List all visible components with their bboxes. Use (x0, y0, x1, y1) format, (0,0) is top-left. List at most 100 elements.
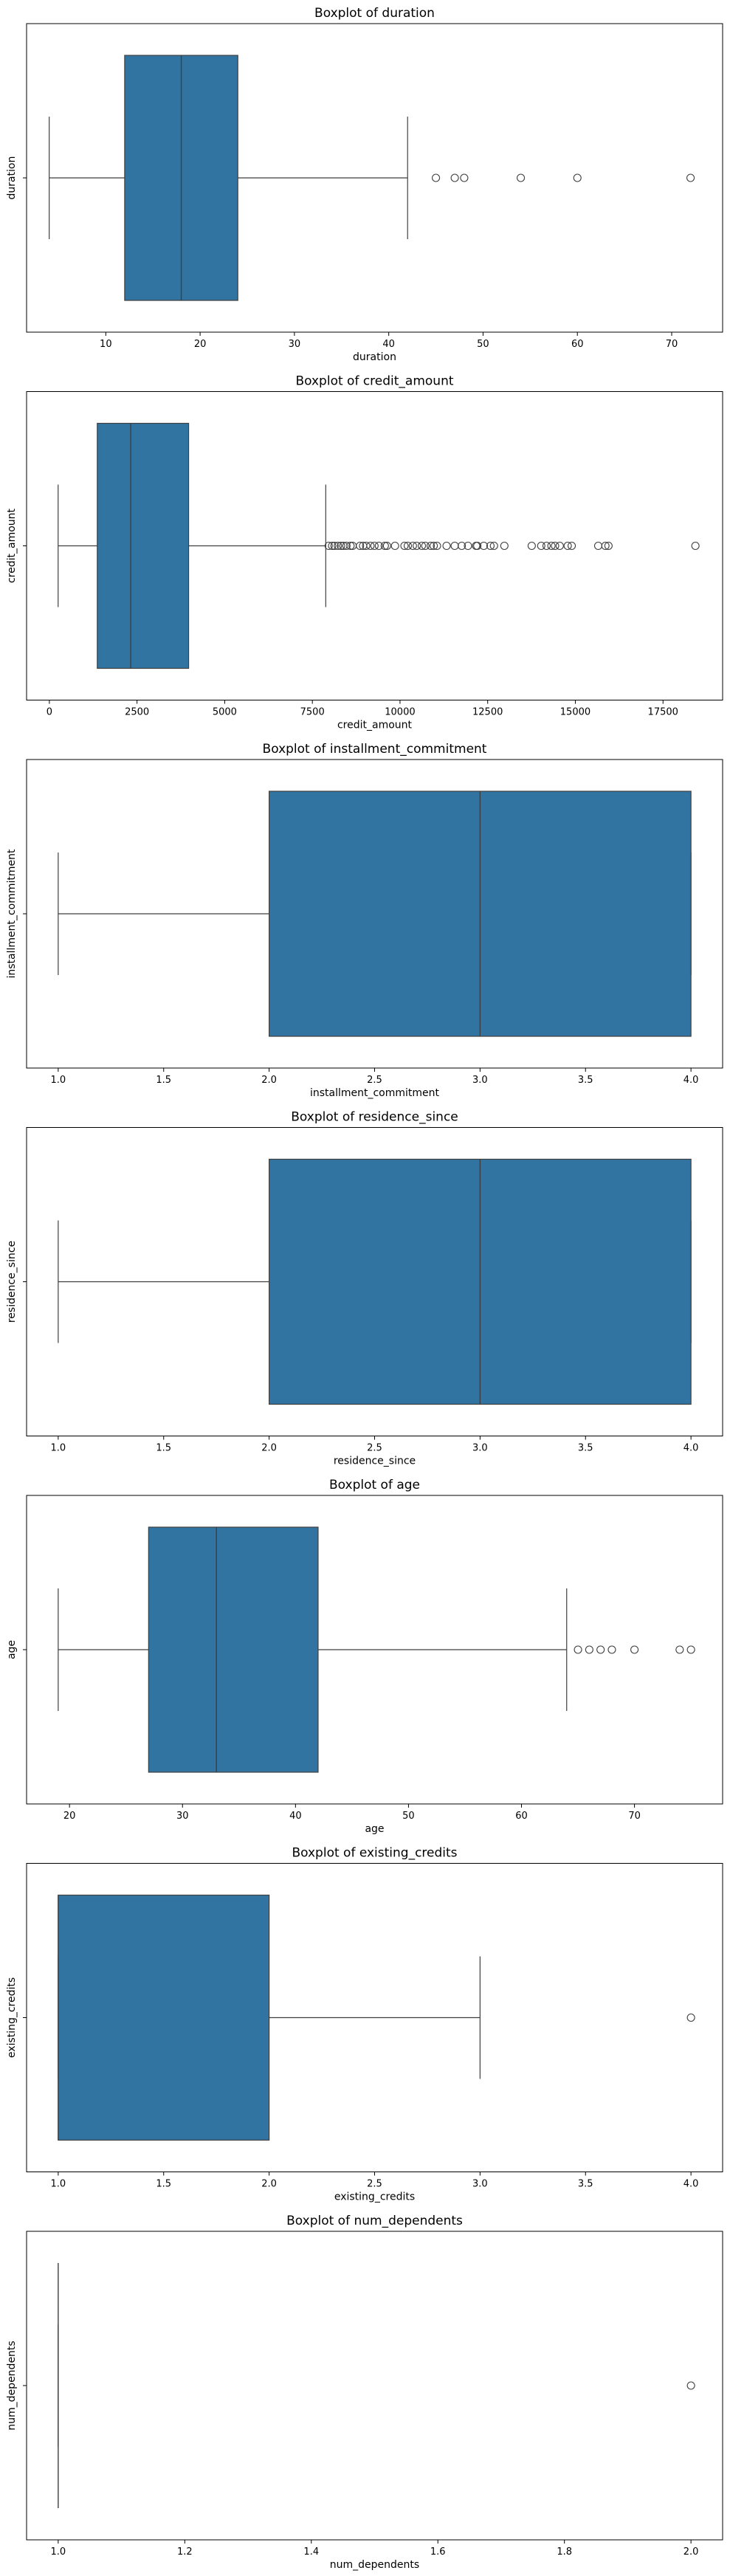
chart-title: Boxplot of installment_commitment (263, 742, 487, 757)
x-tick-label: 40 (289, 1811, 302, 1822)
chart-title: Boxplot of credit_amount (295, 374, 453, 389)
x-tick-label: 3.0 (472, 2179, 488, 2190)
x-tick-label: 2500 (125, 707, 149, 718)
outlier-point (527, 541, 536, 551)
x-axis-label: credit_amount (337, 720, 413, 731)
chart-title: Boxplot of age (329, 1478, 420, 1492)
outlier-point (691, 541, 700, 551)
outlier-point (362, 541, 371, 551)
x-tick-label: 60 (571, 339, 584, 350)
iqr-box (58, 1894, 270, 2141)
outlier-point (537, 541, 545, 551)
outlier-point (433, 541, 441, 551)
boxplot-panel-6: 1.0 1.2 1.4 1.6 1.8 2.0 Boxplot of num_depende… (6, 2214, 723, 2571)
y-axis-label: age (6, 1640, 18, 1659)
x-tick-label: 50 (402, 1811, 415, 1822)
x-tick-label: 1.0 (51, 1443, 66, 1454)
x-tick-label: 20 (194, 339, 207, 350)
boxplot-panel-0: 10 20 30 40 50 60 70 Boxplot of duration duratio… (6, 6, 723, 363)
y-axis-label: num_dependents (6, 2341, 18, 2430)
axes-frame (26, 2231, 723, 2541)
outlier-point (380, 541, 389, 551)
outlier-point (547, 541, 556, 551)
x-tick-label: 1.0 (51, 2546, 66, 2558)
chart-title: Boxplot of existing_credits (292, 1846, 457, 1861)
x-tick-label: 2.0 (683, 2546, 699, 2558)
x-tick-label: 60 (515, 1811, 528, 1822)
x-tick-label: 2.0 (261, 1075, 277, 1086)
x-tick-label: 1.0 (51, 2179, 66, 2190)
x-tick-label: 2.0 (261, 1443, 277, 1454)
x-axis-label: num_dependents (330, 2559, 419, 2571)
x-tick-label: 1.4 (303, 2546, 319, 2558)
x-tick-label: 10 (100, 339, 112, 350)
outlier-point (686, 1645, 695, 1654)
boxplot-panel-3: 1.0 1.5 2.0 2.5 3.0 3.5 4.0 Boxplot of residenc… (6, 1110, 723, 1467)
x-axis-label: existing_credits (334, 2191, 415, 2203)
x-tick-label: 4.0 (683, 2179, 699, 2190)
outlier-point (585, 1645, 593, 1654)
x-tick-label: 1.5 (156, 2179, 171, 2190)
outlier-point (604, 541, 613, 551)
chart-title: Boxplot of duration (314, 6, 435, 21)
x-tick-label: 2.5 (367, 1075, 382, 1086)
iqr-box (97, 422, 190, 669)
x-tick-label: 4.0 (683, 1443, 699, 1454)
x-tick-label: 4.0 (683, 1075, 699, 1086)
x-tick-label: 30 (289, 339, 301, 350)
outlier-point (489, 541, 498, 551)
outlier-point (426, 541, 435, 551)
x-tick-label: 3.5 (578, 1443, 593, 1454)
outlier-point (464, 541, 472, 551)
outlier-point (356, 541, 365, 551)
outlier-point (500, 541, 509, 551)
outlier-point (337, 541, 345, 551)
outlier-point (408, 541, 417, 551)
outlier-point (555, 541, 564, 551)
outlier-point (458, 541, 466, 551)
x-tick-label: 3.5 (578, 2179, 593, 2190)
y-axis-label: residence_since (6, 1241, 18, 1323)
outlier-point (675, 1645, 684, 1654)
y-axis-label: duration (6, 156, 18, 200)
chart-title: Boxplot of num_dependents (286, 2214, 463, 2228)
outlier-point (403, 541, 413, 551)
x-tick-label: 0 (47, 707, 52, 718)
outlier-point (601, 541, 610, 551)
outlier-point (479, 541, 488, 551)
outlier-point (400, 541, 409, 551)
x-axis-label: residence_since (334, 1456, 416, 1467)
outlier-point (390, 541, 399, 551)
x-axis-label: installment_commitment (310, 1087, 440, 1099)
outlier-point (460, 173, 469, 182)
x-tick-label: 1.8 (557, 2546, 572, 2558)
x-tick-label: 50 (477, 339, 489, 350)
outlier-point (486, 541, 495, 551)
outlier-point (686, 2013, 695, 2022)
boxplot-panel-2: 1.0 1.5 2.0 2.5 3.0 3.5 4.0 Boxplot of installm… (6, 742, 723, 1099)
outlier-point (517, 173, 526, 182)
outlier-point (334, 541, 342, 551)
outlier-point (593, 541, 603, 551)
x-tick-label: 1.2 (177, 2546, 193, 2558)
outlier-point (450, 541, 459, 551)
outlier-point (563, 541, 572, 551)
outlier-point (382, 541, 391, 551)
x-tick-label: 3.0 (472, 1443, 488, 1454)
x-axis-label: age (365, 1823, 384, 1835)
outlier-point (450, 173, 459, 182)
outlier-point (430, 541, 438, 551)
y-axis-label: existing_credits (6, 1977, 18, 2058)
outlier-point (630, 1645, 639, 1654)
x-tick-label: 20 (63, 1811, 76, 1822)
outlier-point (417, 541, 427, 551)
x-tick-label: 1.0 (51, 1075, 66, 1086)
outlier-point (330, 541, 339, 551)
outlier-point (574, 1645, 582, 1654)
chart-title: Boxplot of residence_since (291, 1110, 458, 1125)
y-axis-label: installment_commitment (6, 849, 18, 979)
outlier-point (542, 541, 551, 551)
outlier-point (413, 541, 421, 551)
outlier-point (366, 541, 375, 551)
